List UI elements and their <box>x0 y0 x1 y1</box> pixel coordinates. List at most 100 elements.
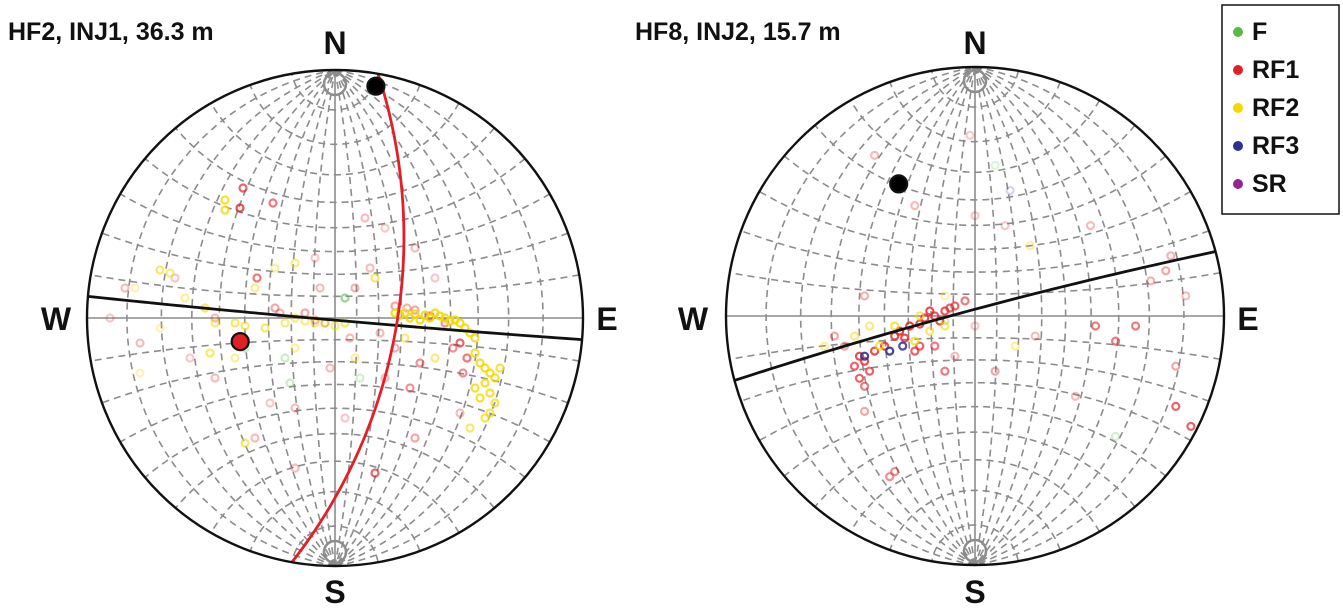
data-point-rf2 <box>485 388 495 398</box>
data-point-rf1 <box>405 383 415 393</box>
data-point-rf1 <box>1146 276 1156 286</box>
data-point-rf1 <box>950 351 960 361</box>
data-point-rf1 <box>854 373 865 383</box>
data-point-rf2 <box>455 318 465 328</box>
data-point-rf1 <box>290 403 300 413</box>
data-point-rf1 <box>970 211 980 221</box>
data-point-rf2 <box>220 195 230 205</box>
data-point-f <box>1110 431 1121 442</box>
data-point-rf1 <box>250 433 260 443</box>
data-point-rf2 <box>1025 241 1035 251</box>
data-point-rf1 <box>185 353 195 363</box>
data-point-rf2 <box>135 368 145 378</box>
data-point-rf2 <box>165 268 175 278</box>
data-point-rf2 <box>260 323 270 333</box>
data-point-rf2 <box>480 413 490 423</box>
data-point-rf1 <box>462 353 472 363</box>
panel-title-hf8: HF8, INJ2, 15.7 m <box>635 18 841 46</box>
data-point-rf2 <box>210 318 220 328</box>
data-point-rf1 <box>120 283 130 293</box>
data-point-rf1 <box>1171 401 1181 411</box>
west-label: W <box>678 301 709 337</box>
data-point-rf1 <box>135 338 145 348</box>
grid-great-circle <box>334 70 479 566</box>
legend-label-f: F <box>1252 18 1267 46</box>
data-point-rf1 <box>900 333 910 343</box>
legend-label-rf3: RF3 <box>1252 132 1299 160</box>
grid-pole-cluster <box>962 538 988 564</box>
data-point-rf3 <box>1005 185 1015 196</box>
data-point-rf2 <box>849 331 860 341</box>
data-point-rf1 <box>265 398 275 408</box>
data-point-rf1 <box>350 283 360 293</box>
data-point-rf1 <box>380 223 390 233</box>
data-point-rf2 <box>940 291 950 301</box>
legend-label-rf1: RF1 <box>1252 56 1299 84</box>
data-point-rf1 <box>410 305 420 315</box>
mean-pole-marker <box>230 332 250 352</box>
data-point-rf2 <box>485 408 495 418</box>
data-point-rf2 <box>490 373 500 383</box>
data-point-rf2 <box>490 398 500 408</box>
grid-lines <box>87 70 583 566</box>
grid-small-circle <box>101 360 569 404</box>
data-point-rf1 <box>859 291 870 301</box>
data-point-rf2 <box>915 311 925 321</box>
data-point-rf1 <box>238 183 248 193</box>
data-point-rf1 <box>458 368 468 378</box>
data-point-rf1 <box>869 150 880 160</box>
data-point-rf2 <box>350 353 360 363</box>
grid-great-circle <box>974 67 1043 565</box>
data-point-rf1 <box>965 130 975 140</box>
data-point-rf1 <box>440 318 450 328</box>
data-point-rf1 <box>859 356 870 366</box>
data-point-rf1 <box>915 341 925 351</box>
plane-great-circle <box>87 294 583 342</box>
grid-great-circle <box>334 70 403 566</box>
data-points <box>819 130 1196 482</box>
plane-great-circle <box>290 73 406 564</box>
data-point-rf1 <box>930 341 940 351</box>
south-label: S <box>324 574 345 610</box>
data-point-rf1 <box>1085 221 1096 231</box>
legend-marker-sr <box>1233 179 1243 189</box>
data-point-f <box>990 160 1000 170</box>
data-point-rf3 <box>885 346 895 356</box>
data-point-rf1 <box>890 467 900 477</box>
data-point-rf2 <box>290 343 300 353</box>
data-point-rf2 <box>230 318 240 328</box>
mean-pole-marker <box>366 76 386 96</box>
data-point-rf1 <box>430 273 440 283</box>
data-point-rf2 <box>425 313 435 323</box>
data-point-rf1 <box>300 308 310 318</box>
data-point-rf1 <box>410 433 420 443</box>
data-point-rf1 <box>375 328 385 338</box>
data-point-rf1 <box>945 303 955 313</box>
grid-small-circle <box>740 230 1210 273</box>
primitive-circle <box>724 65 1226 567</box>
data-point-rf2 <box>230 353 240 363</box>
data-point-rf2 <box>240 438 250 448</box>
data-point-rf2 <box>415 315 425 325</box>
data-point-rf1 <box>410 243 420 253</box>
west-label: W <box>41 301 72 337</box>
data-point-rf1 <box>365 263 375 273</box>
east-label: E <box>596 301 617 337</box>
data-point-rf3 <box>859 351 870 361</box>
data-point-rf2 <box>940 321 950 331</box>
data-point-rf2 <box>250 283 260 293</box>
data-point-rf1 <box>1181 291 1191 301</box>
data-point-rf1 <box>879 341 890 351</box>
stereonet-panel-hf2: HF2, INJ1, 36.3 m N S W E <box>8 18 618 610</box>
data-point-rf2 <box>430 353 440 363</box>
data-point-f <box>280 353 290 363</box>
data-point-rf1 <box>925 306 935 316</box>
data-point-rf2 <box>400 333 410 343</box>
data-point-rf1 <box>859 406 870 416</box>
data-point-rf1 <box>448 343 458 353</box>
data-point-rf1 <box>854 351 865 361</box>
stereonet-plot <box>85 68 585 568</box>
data-point-rf1 <box>105 313 115 323</box>
data-point-rf1 <box>950 301 960 311</box>
legend-label-sr: SR <box>1252 170 1287 198</box>
